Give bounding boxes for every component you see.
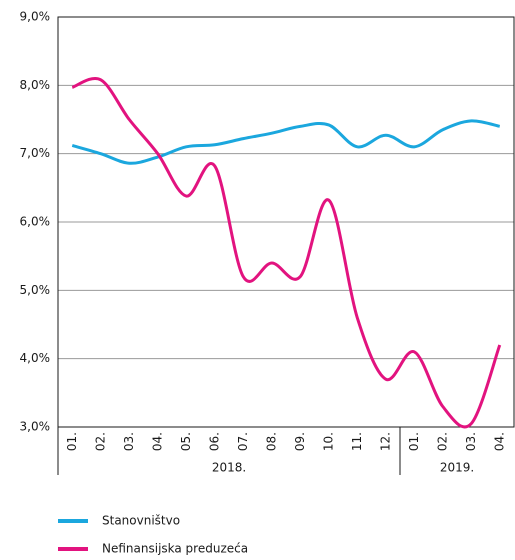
x-tick-label: 07. [236, 432, 250, 451]
group-label: 2018. [212, 461, 246, 475]
x-tick-label: 10. [321, 432, 335, 451]
y-tick-label: 5,0% [20, 283, 51, 297]
y-tick-label: 3,0% [20, 420, 51, 434]
y-tick-label: 4,0% [20, 351, 51, 365]
x-tick-label: 09. [293, 432, 307, 451]
x-tick-label: 05. [179, 432, 193, 451]
legend-label: Stanovništvo [102, 514, 180, 528]
series-line [71, 119, 501, 165]
series-line [71, 77, 502, 429]
x-tick-label: 11. [350, 432, 364, 451]
group-label: 2019. [440, 461, 474, 475]
plot-frame [57, 16, 515, 428]
x-tick-label: 04. [150, 432, 164, 451]
x-tick-label: 08. [264, 432, 278, 451]
x-tick-label: 02. [435, 432, 449, 451]
x-tick-label: 03. [464, 432, 478, 451]
y-tick-label: 6,0% [20, 215, 51, 229]
x-tick-label: 06. [207, 432, 221, 451]
x-tick-label: 12. [378, 432, 392, 451]
x-tick-label: 01. [407, 432, 421, 451]
x-tick-label: 03. [122, 432, 136, 451]
y-tick-label: 9,0% [20, 10, 51, 24]
y-tick-label: 8,0% [20, 78, 51, 92]
legend-label: Nefinansijska preduzeća [102, 542, 248, 556]
x-tick-label: 04. [492, 432, 506, 451]
x-tick-label: 01. [65, 432, 79, 451]
y-tick-label: 7,0% [20, 146, 51, 160]
x-tick-label: 02. [93, 432, 107, 451]
